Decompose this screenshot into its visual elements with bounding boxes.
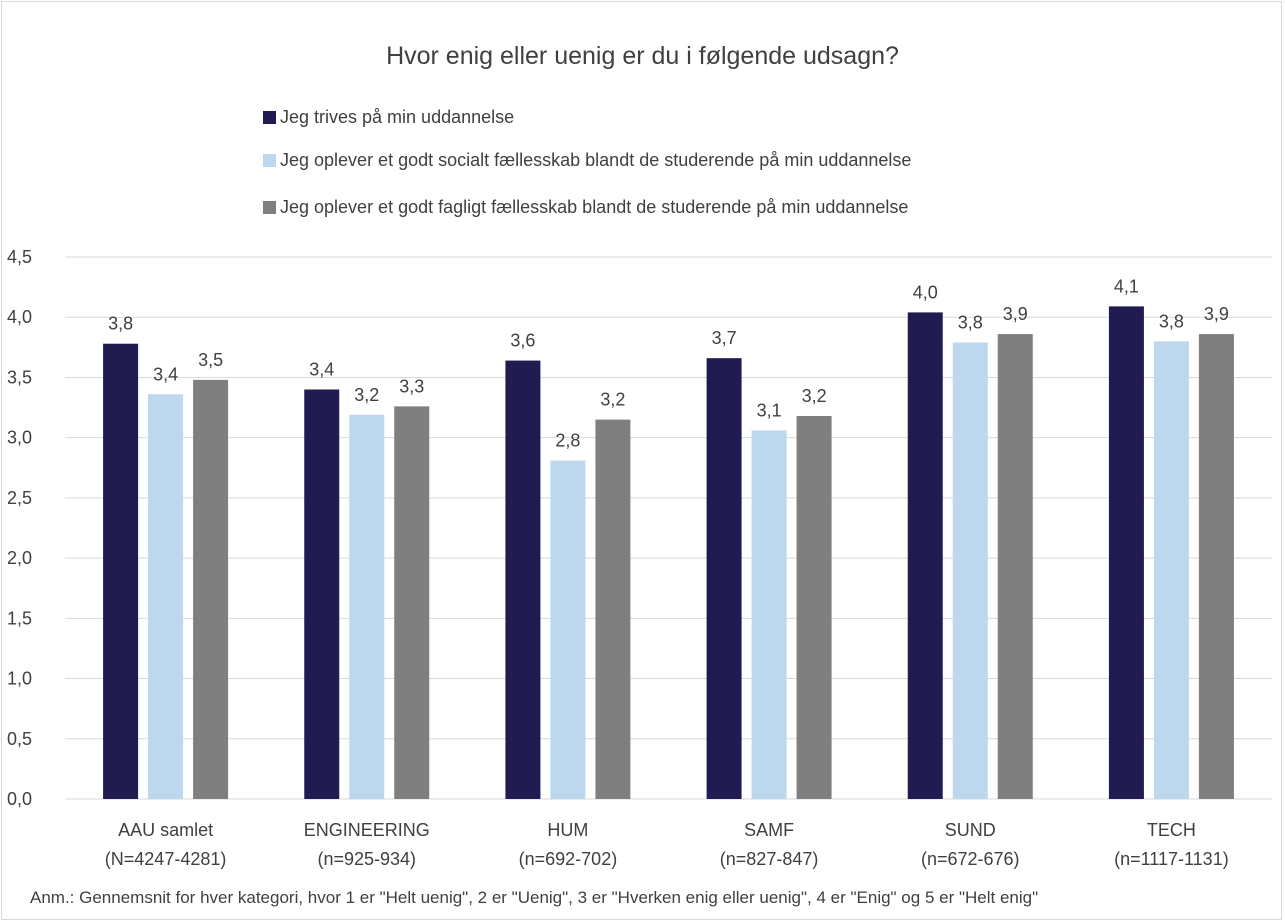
y-tick-label: 0,5: [7, 729, 32, 749]
data-label: 3,4: [309, 359, 334, 379]
bar: [505, 360, 541, 799]
chart-title: Hvor enig eller uenig er du i følgende u…: [386, 42, 899, 70]
legend-swatch-3: [263, 200, 276, 214]
y-tick-label: 4,5: [7, 247, 32, 267]
bar: [1198, 334, 1234, 799]
y-tick-label: 0,0: [7, 789, 32, 809]
data-label: 3,9: [1204, 304, 1229, 324]
bar: [550, 460, 586, 799]
bar: [952, 342, 988, 799]
y-tick-label: 2,0: [7, 548, 32, 568]
bar: [751, 430, 787, 799]
category-label: ENGINEERING: [304, 820, 430, 840]
y-tick-label: 3,0: [7, 428, 32, 448]
bar: [103, 343, 139, 799]
y-tick-label: 1,5: [7, 608, 32, 628]
legend-swatch-1: [263, 110, 276, 124]
bar: [595, 419, 631, 799]
y-tick-label: 1,0: [7, 669, 32, 689]
category-sublabel: (n=1117-1131): [1114, 849, 1229, 869]
data-label: 4,0: [913, 282, 938, 302]
legend-label-3: Jeg oplever et godt fagligt fællesskab b…: [280, 196, 909, 217]
data-label: 4,1: [1114, 276, 1139, 296]
bar: [304, 389, 340, 799]
category-sublabel: (N=4247-4281): [105, 849, 227, 869]
data-label: 3,8: [108, 314, 133, 334]
data-label: 3,6: [510, 331, 535, 351]
data-label: 3,2: [354, 385, 379, 405]
category-label: AAU samlet: [118, 820, 213, 840]
category-sublabel: (n=692-702): [519, 849, 618, 869]
category-label: SUND: [945, 820, 996, 840]
bar: [1108, 306, 1144, 799]
data-label: 2,8: [555, 431, 580, 451]
bar: [349, 414, 385, 799]
category-sublabel: (n=827-847): [720, 849, 819, 869]
data-label: 3,5: [198, 350, 223, 370]
data-label: 3,3: [399, 376, 424, 396]
legend-item-3: Jeg oplever et godt fagligt fællesskab b…: [263, 195, 908, 219]
category-sublabel: (n=925-934): [317, 849, 416, 869]
legend-label-2: Jeg oplever et godt socialt fællesskab b…: [280, 149, 912, 170]
category-label: SAMF: [744, 820, 794, 840]
category-label: HUM: [547, 820, 588, 840]
y-tick-label: 4,0: [7, 307, 32, 327]
data-label: 3,8: [1159, 311, 1184, 331]
data-label: 3,4: [153, 364, 178, 384]
data-label: 3,9: [1003, 304, 1028, 324]
legend-label-1: Jeg trives på min uddannelse: [280, 106, 515, 127]
data-label: 3,7: [712, 328, 737, 348]
y-tick-label: 3,5: [7, 367, 32, 387]
y-tick-label: 2,5: [7, 488, 32, 508]
bar: [706, 358, 742, 799]
data-label: 3,2: [802, 386, 827, 406]
data-label: 3,1: [757, 400, 782, 420]
bar: [148, 394, 184, 799]
bar: [193, 379, 229, 799]
category-sublabel: (n=672-676): [921, 849, 1020, 869]
legend-swatch-2: [263, 153, 276, 167]
bar: [997, 334, 1033, 799]
category-label: TECH: [1147, 820, 1196, 840]
bar: [1153, 341, 1189, 799]
data-label: 3,2: [600, 390, 625, 410]
bar: [796, 415, 832, 799]
chart-note: Anm.: Gennemsnit for hver kategori, hvor…: [30, 888, 1039, 907]
legend-item-1: Jeg trives på min uddannelse: [263, 105, 514, 129]
bar: [907, 312, 943, 799]
data-label: 3,8: [958, 313, 983, 333]
legend-item-2: Jeg oplever et godt socialt fællesskab b…: [263, 148, 911, 172]
bar: [394, 406, 430, 799]
